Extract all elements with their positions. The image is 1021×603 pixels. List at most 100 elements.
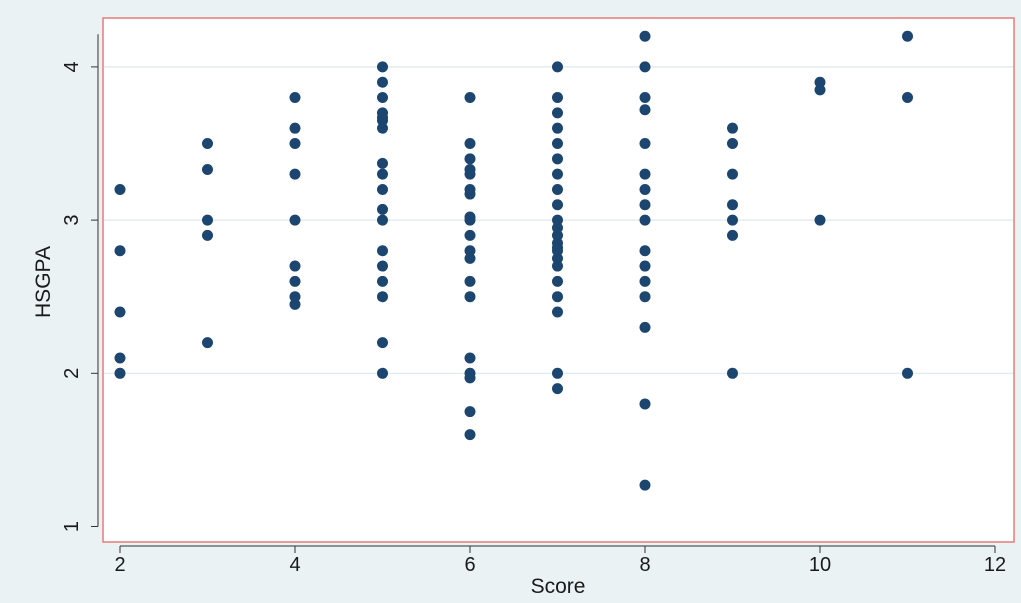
- data-point: [377, 245, 388, 257]
- data-point: [727, 367, 738, 379]
- data-point: [552, 199, 563, 211]
- data-point: [377, 76, 388, 88]
- x-tick-label: 8: [639, 554, 650, 576]
- data-point: [552, 229, 563, 241]
- data-point: [639, 398, 651, 410]
- data-point: [552, 122, 563, 134]
- data-point: [639, 30, 651, 42]
- data-point: [552, 291, 563, 303]
- data-point: [552, 367, 563, 379]
- data-point: [289, 214, 301, 226]
- data-point: [727, 168, 738, 180]
- data-point: [639, 104, 651, 116]
- data-point: [464, 406, 476, 418]
- data-point: [289, 122, 301, 134]
- x-tick-label: 6: [464, 554, 475, 576]
- data-point: [552, 252, 563, 264]
- data-point: [552, 245, 563, 257]
- data-point: [552, 306, 563, 318]
- data-point: [727, 229, 738, 241]
- data-point: [464, 138, 476, 149]
- data-point: [377, 183, 388, 195]
- data-point: [639, 61, 651, 73]
- data-point: [639, 138, 651, 149]
- data-point: [902, 30, 913, 42]
- data-point: [114, 306, 126, 318]
- data-point: [289, 92, 301, 104]
- data-point: [289, 260, 301, 272]
- data-point: [377, 157, 388, 169]
- data-point: [377, 168, 388, 180]
- data-point: [639, 275, 651, 287]
- data-point: [114, 352, 126, 364]
- data-point: [552, 92, 563, 104]
- data-point: [552, 138, 563, 149]
- y-tick-label: 4: [61, 61, 83, 72]
- data-point: [377, 214, 388, 226]
- data-point: [377, 92, 388, 104]
- data-point: [552, 260, 563, 272]
- data-point: [552, 275, 563, 287]
- data-point: [552, 214, 563, 226]
- data-point: [552, 168, 563, 180]
- data-point: [464, 245, 476, 257]
- data-point: [727, 199, 738, 211]
- data-point: [639, 214, 651, 226]
- data-point: [464, 153, 476, 165]
- data-point: [639, 183, 651, 195]
- y-tick-label: 3: [61, 215, 83, 226]
- data-point: [902, 367, 913, 379]
- data-point: [464, 92, 476, 104]
- data-point: [464, 188, 476, 200]
- data-point: [377, 61, 388, 73]
- data-point: [289, 291, 301, 303]
- data-points: [114, 30, 913, 491]
- x-tick-label: 10: [809, 554, 831, 576]
- data-point: [639, 168, 651, 180]
- data-point: [377, 260, 388, 272]
- data-point: [289, 138, 301, 149]
- data-point: [464, 229, 476, 241]
- data-point: [464, 252, 476, 264]
- data-point: [639, 479, 651, 491]
- data-point: [639, 260, 651, 272]
- data-point: [377, 203, 388, 215]
- y-axis-title: HSGPA: [32, 246, 55, 318]
- data-point: [552, 153, 563, 165]
- data-point: [639, 92, 651, 104]
- x-tick-label: 12: [984, 554, 1006, 576]
- data-point: [289, 168, 301, 180]
- data-point: [639, 321, 651, 333]
- data-point: [464, 214, 476, 226]
- data-point: [377, 115, 388, 127]
- data-point: [639, 245, 651, 257]
- data-point: [552, 383, 563, 395]
- data-point: [114, 367, 126, 379]
- axes: [91, 34, 996, 553]
- data-point: [464, 352, 476, 364]
- data-point: [289, 298, 301, 310]
- data-point: [552, 61, 563, 73]
- data-point: [377, 122, 388, 134]
- data-point: [814, 84, 826, 96]
- data-point: [289, 275, 301, 287]
- data-point: [377, 291, 388, 303]
- data-point: [727, 214, 738, 226]
- data-point: [464, 275, 476, 287]
- data-point: [902, 92, 913, 104]
- data-point: [114, 183, 126, 195]
- data-point: [464, 372, 476, 384]
- data-point: [552, 183, 563, 195]
- data-point: [639, 291, 651, 303]
- data-point: [814, 76, 826, 88]
- data-point: [639, 199, 651, 211]
- data-point: [377, 275, 388, 287]
- data-point: [552, 222, 563, 234]
- data-point: [202, 164, 213, 176]
- data-point: [464, 168, 476, 180]
- data-point: [377, 367, 388, 379]
- data-point: [814, 214, 826, 226]
- data-point: [202, 214, 213, 226]
